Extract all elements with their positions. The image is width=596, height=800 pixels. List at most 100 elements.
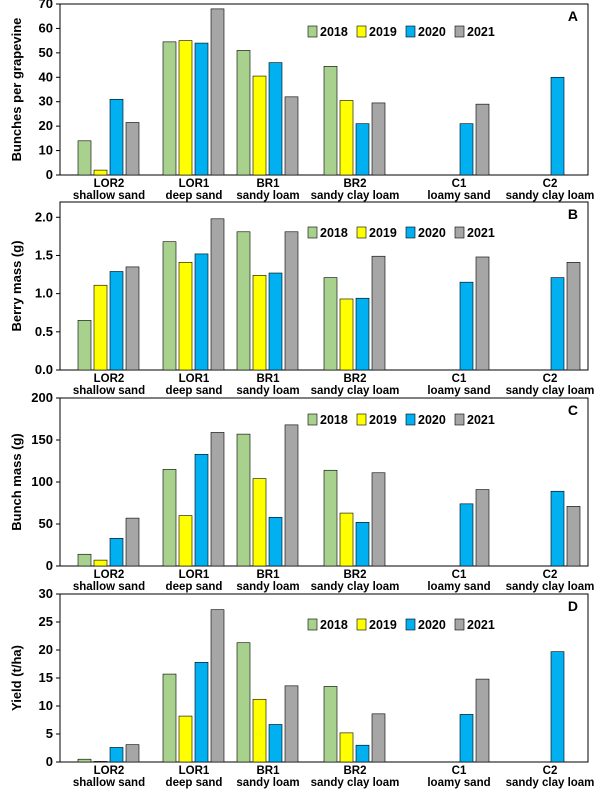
bar-2021-LOR1[interactable]: [210, 218, 225, 371]
y-tick-label: 0.0: [35, 362, 53, 377]
y-tick-label: 0: [46, 167, 53, 182]
bar-2021-BR1[interactable]: [284, 685, 299, 763]
bar-2020-LOR2[interactable]: [109, 98, 124, 176]
bar-2021-BR2[interactable]: [371, 102, 386, 176]
bar-2021-BR2[interactable]: [371, 255, 386, 371]
bar-2021-LOR1[interactable]: [210, 8, 225, 176]
bar-2020-LOR1[interactable]: [194, 253, 209, 371]
legend: 2018 2019 2020 2021: [307, 25, 495, 39]
legend-label-2020: 2020: [418, 226, 446, 240]
bar-2020-BR2[interactable]: [355, 744, 370, 763]
bar-2019-BR1[interactable]: [252, 75, 267, 176]
bar-2018-BR1[interactable]: [236, 433, 251, 567]
y-tick-label: 0: [46, 558, 53, 573]
bar-2018-BR2[interactable]: [323, 686, 338, 763]
bar-2020-LOR2[interactable]: [109, 747, 124, 763]
bar-2018-LOR2[interactable]: [77, 758, 92, 763]
bar-2021-C1[interactable]: [475, 103, 490, 176]
bar-2019-LOR2[interactable]: [93, 284, 108, 371]
bar-2020-C1[interactable]: [459, 123, 474, 176]
bar-2020-LOR1[interactable]: [194, 662, 209, 763]
legend-label-2019: 2019: [369, 413, 397, 427]
bar-2021-BR1[interactable]: [284, 96, 299, 176]
bar-2018-LOR1[interactable]: [162, 673, 177, 763]
bar-2018-LOR1[interactable]: [162, 41, 177, 176]
bar-2018-LOR2[interactable]: [77, 140, 92, 176]
bar-2021-BR2[interactable]: [371, 472, 386, 567]
bar-2020-BR1[interactable]: [268, 272, 283, 371]
bar-2020-C2[interactable]: [550, 76, 565, 176]
y-tick-label: 20: [39, 642, 53, 657]
category-soil-label: sandy clay loam: [506, 385, 595, 397]
bar-2020-C1[interactable]: [459, 281, 474, 371]
bar-2021-BR1[interactable]: [284, 231, 299, 371]
bar-2020-C1[interactable]: [459, 714, 474, 763]
bar-2021-BR1[interactable]: [284, 424, 299, 567]
bar-2018-BR1[interactable]: [236, 642, 251, 763]
bar-2018-LOR2[interactable]: [77, 320, 92, 371]
bar-2021-LOR2[interactable]: [125, 122, 140, 176]
bar-2019-BR2[interactable]: [339, 298, 354, 371]
bar-2020-BR1[interactable]: [268, 724, 283, 763]
bar-2018-BR1[interactable]: [236, 50, 251, 176]
bar-2021-C1[interactable]: [475, 678, 490, 763]
bar-2020-LOR1[interactable]: [194, 42, 209, 176]
bar-2018-LOR2[interactable]: [77, 553, 92, 567]
category-soil-label: sandy loam: [236, 777, 299, 789]
bar-2019-LOR1[interactable]: [178, 40, 193, 176]
bar-2020-BR1[interactable]: [268, 62, 283, 176]
bar-2021-LOR2[interactable]: [125, 266, 140, 371]
legend-swatch-2021: [454, 618, 465, 631]
bar-2020-BR2[interactable]: [355, 297, 370, 371]
category-soil-label: sandy clay loam: [311, 777, 400, 789]
bar-2020-C2[interactable]: [550, 490, 565, 567]
bar-2020-LOR2[interactable]: [109, 271, 124, 371]
panel-A: 0 10 20 30 40 50 60 70 Bunches per grapevine A LOR…: [9, 0, 594, 202]
bar-2019-LOR1[interactable]: [178, 515, 193, 567]
bar-2021-LOR1[interactable]: [210, 432, 225, 567]
bar-2018-BR2[interactable]: [323, 469, 338, 567]
bar-2019-BR1[interactable]: [252, 275, 267, 371]
bar-2021-C1[interactable]: [475, 489, 490, 567]
bar-2021-C2[interactable]: [566, 262, 581, 371]
category-label: C2: [543, 373, 558, 385]
bar-2019-LOR1[interactable]: [178, 715, 193, 763]
category-label: LOR2: [94, 569, 125, 581]
category-label: LOR1: [179, 765, 210, 777]
bar-2019-BR1[interactable]: [252, 478, 267, 567]
bar-2020-BR2[interactable]: [355, 522, 370, 567]
bar-2020-BR1[interactable]: [268, 516, 283, 567]
bar-2020-C2[interactable]: [550, 651, 565, 763]
bar-2019-BR2[interactable]: [339, 732, 354, 763]
bar-2020-LOR1[interactable]: [194, 453, 209, 567]
bar-2019-LOR2[interactable]: [93, 761, 108, 763]
bar-2021-C2[interactable]: [566, 506, 581, 567]
legend-label-2019: 2019: [369, 226, 397, 240]
bar-2019-LOR2[interactable]: [93, 169, 108, 176]
bar-2019-BR1[interactable]: [252, 698, 267, 763]
category-label: C2: [543, 178, 558, 190]
bar-2020-LOR2[interactable]: [109, 537, 124, 567]
bar-2019-BR2[interactable]: [339, 512, 354, 567]
bar-2021-LOR1[interactable]: [210, 609, 225, 763]
bar-2018-LOR1[interactable]: [162, 469, 177, 567]
bar-2020-C2[interactable]: [550, 277, 565, 371]
bar-2021-LOR2[interactable]: [125, 517, 140, 567]
bar-2019-LOR2[interactable]: [93, 559, 108, 567]
bar-2018-BR1[interactable]: [236, 231, 251, 371]
legend-label-2021: 2021: [467, 226, 495, 240]
bar-2018-BR2[interactable]: [323, 277, 338, 371]
bar-2018-BR2[interactable]: [323, 65, 338, 176]
bar-2021-BR2[interactable]: [371, 713, 386, 763]
bar-2020-BR2[interactable]: [355, 123, 370, 176]
legend-label-2018: 2018: [320, 226, 348, 240]
category-label: BR1: [256, 765, 280, 777]
bar-2020-C1[interactable]: [459, 503, 474, 567]
category-label: BR2: [343, 373, 366, 385]
bar-2019-BR2[interactable]: [339, 100, 354, 176]
category-soil-label: deep sand: [166, 385, 223, 397]
bar-2021-LOR2[interactable]: [125, 744, 140, 763]
bar-2018-LOR1[interactable]: [162, 241, 177, 371]
bar-2021-C1[interactable]: [475, 256, 490, 371]
bar-2019-LOR1[interactable]: [178, 262, 193, 371]
